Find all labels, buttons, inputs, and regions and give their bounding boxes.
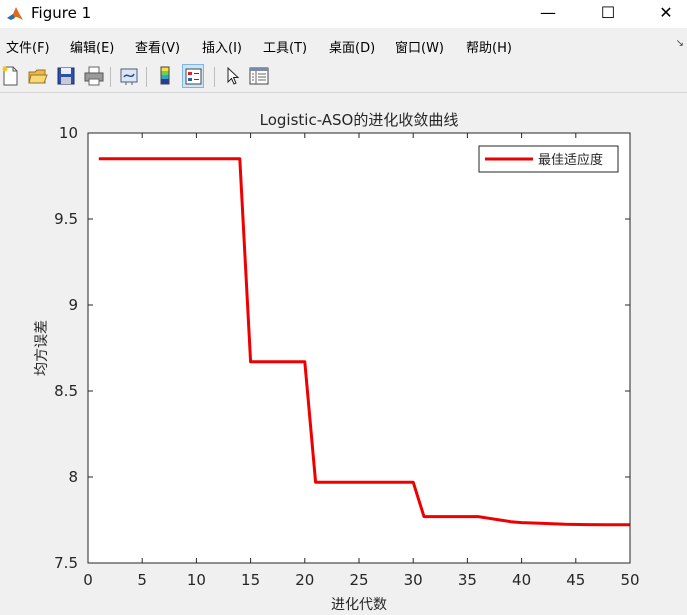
arrow-pointer-icon[interactable] xyxy=(222,64,244,88)
x-tick-label: 35 xyxy=(458,571,477,589)
minimize-button[interactable]: — xyxy=(540,3,556,22)
property-inspector-icon[interactable] xyxy=(248,64,270,88)
x-tick-label: 45 xyxy=(566,571,585,589)
x-tick-label: 40 xyxy=(512,571,531,589)
x-tick-label: 5 xyxy=(137,571,147,589)
y-tick-label: 10 xyxy=(59,124,78,142)
toolbar-separator xyxy=(146,67,147,87)
series-line-0 xyxy=(98,157,630,527)
title-bar: Figure 1 — ☐ ✕ xyxy=(0,0,687,28)
matlab-logo-icon xyxy=(6,5,24,23)
menu-desktop[interactable]: 桌面(D) xyxy=(329,41,376,56)
dock-pin-icon[interactable]: ↘ xyxy=(675,38,684,49)
x-tick-label: 50 xyxy=(620,571,639,589)
menu-window[interactable]: 窗口(W) xyxy=(395,41,444,56)
floppy-disk-icon[interactable] xyxy=(55,64,77,88)
chart-canvas: 0 5 10 15 20 25 30 35 40 45 50 7.5 8 8.5 9 9.5 10 Logist… xyxy=(34,111,640,613)
y-tick-label: 9 xyxy=(68,296,78,314)
menu-help[interactable]: 帮助(H) xyxy=(466,41,512,56)
new-file-icon[interactable] xyxy=(0,64,22,88)
folder-open-icon[interactable] xyxy=(27,64,49,88)
legend-entry-label: 最佳适应度 xyxy=(538,152,603,168)
x-axis-label: 进化代数 xyxy=(331,597,387,613)
menu-file[interactable]: 文件(F) xyxy=(6,41,50,56)
x-tick-label: 10 xyxy=(187,571,206,589)
y-tick-label: 9.5 xyxy=(54,210,78,228)
x-tick-label: 0 xyxy=(83,571,93,589)
colorbar-icon[interactable] xyxy=(154,64,176,88)
toolbar-separator xyxy=(214,67,215,87)
y-tick-label: 8 xyxy=(68,468,78,486)
x-tick-label: 15 xyxy=(241,571,260,589)
window-title: Figure 1 xyxy=(31,4,92,22)
y-tick-label: 7.5 xyxy=(54,554,78,572)
menu-view[interactable]: 查看(V) xyxy=(135,41,181,56)
toolbar-separator xyxy=(110,67,111,87)
maximize-button[interactable]: ☐ xyxy=(600,3,616,22)
legend[interactable]: 最佳适应度 xyxy=(478,145,619,173)
y-axis-label: 均方误差 xyxy=(34,320,50,376)
axes-background xyxy=(88,133,630,563)
menu-insert[interactable]: 插入(I) xyxy=(202,41,242,56)
close-button[interactable]: ✕ xyxy=(659,3,673,22)
menu-edit[interactable]: 编辑(E) xyxy=(70,41,115,56)
x-tick-label: 20 xyxy=(295,571,314,589)
chart-title: Logistic-ASO的进化收敛曲线 xyxy=(260,111,459,129)
x-tick-label: 25 xyxy=(349,571,368,589)
toolbar-divider xyxy=(0,92,687,93)
legend-icon[interactable] xyxy=(182,64,204,88)
link-plot-icon[interactable] xyxy=(118,64,140,88)
x-tick-label: 30 xyxy=(404,571,423,589)
y-tick-label: 8.5 xyxy=(54,382,78,400)
printer-icon[interactable] xyxy=(83,64,105,88)
menu-tools[interactable]: 工具(T) xyxy=(263,41,308,56)
figure-toolbar xyxy=(0,62,687,92)
menu-bar: 文件(F) 编辑(E) 查看(V) 插入(I) 工具(T) 桌面(D) 窗口(W… xyxy=(0,34,687,58)
